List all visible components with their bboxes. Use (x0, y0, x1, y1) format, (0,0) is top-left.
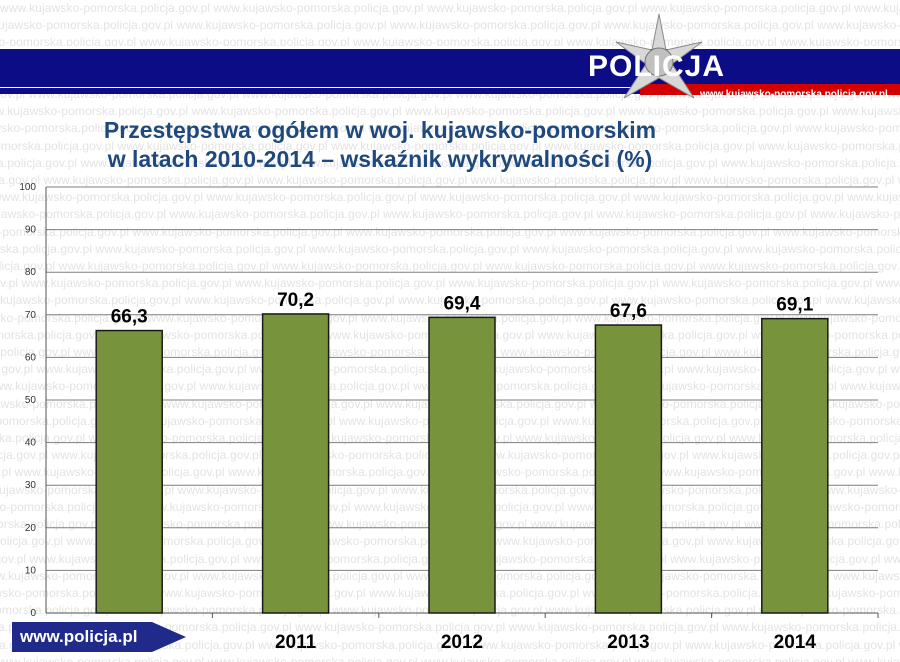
header-band (0, 46, 900, 87)
y-tick-label: 100 (19, 182, 36, 193)
bar (261, 313, 330, 614)
police-star-icon (615, 13, 703, 99)
header-band-stripe (0, 88, 900, 94)
footer-link-text[interactable]: www.policja.pl (20, 627, 138, 646)
y-tick-label: 80 (25, 267, 37, 278)
y-tick-label: 40 (25, 438, 37, 449)
y-tick-label: 90 (25, 225, 37, 236)
x-tick-label: 2014 (774, 632, 817, 653)
data-label: 69,4 (444, 293, 481, 314)
header-accent-stripe-lower (640, 89, 900, 95)
x-tick-label: 2013 (607, 632, 649, 653)
data-label: 66,3 (111, 307, 148, 328)
header-accent-stripe (640, 84, 900, 89)
data-label: 69,1 (776, 295, 813, 316)
bar (95, 329, 163, 614)
brand-logo-text: POLICJA (588, 50, 726, 83)
chart-title-line2: w latach 2010-2014 – wskaźnik wykrywalno… (107, 146, 653, 172)
bar (594, 324, 663, 614)
y-tick-label: 70 (25, 310, 37, 321)
chart-title: Przestępstwa ogółem w woj. kujawsko-pomo… (0, 116, 760, 174)
y-tick-label: 50 (25, 395, 37, 406)
y-tick-label: 0 (30, 608, 36, 619)
x-tick-label: 2012 (441, 632, 483, 653)
y-tick-label: 20 (25, 523, 37, 534)
bar (761, 317, 829, 614)
footer-link-bar[interactable] (12, 622, 152, 652)
data-label: 67,6 (610, 301, 647, 322)
y-tick-label: 10 (25, 565, 37, 576)
data-label: 70,2 (277, 290, 314, 311)
chart-title-line1: Przestępstwa ogółem w woj. kujawsko-pomo… (103, 117, 657, 143)
y-tick-label: 30 (25, 480, 37, 491)
bar (428, 316, 496, 614)
y-tick-label: 60 (25, 352, 37, 363)
footer-arrow-shape (152, 622, 186, 652)
x-tick-label: 2011 (275, 632, 317, 653)
header-url[interactable]: www.kujawsko-pomorska.policja.gov.pl (700, 89, 888, 100)
